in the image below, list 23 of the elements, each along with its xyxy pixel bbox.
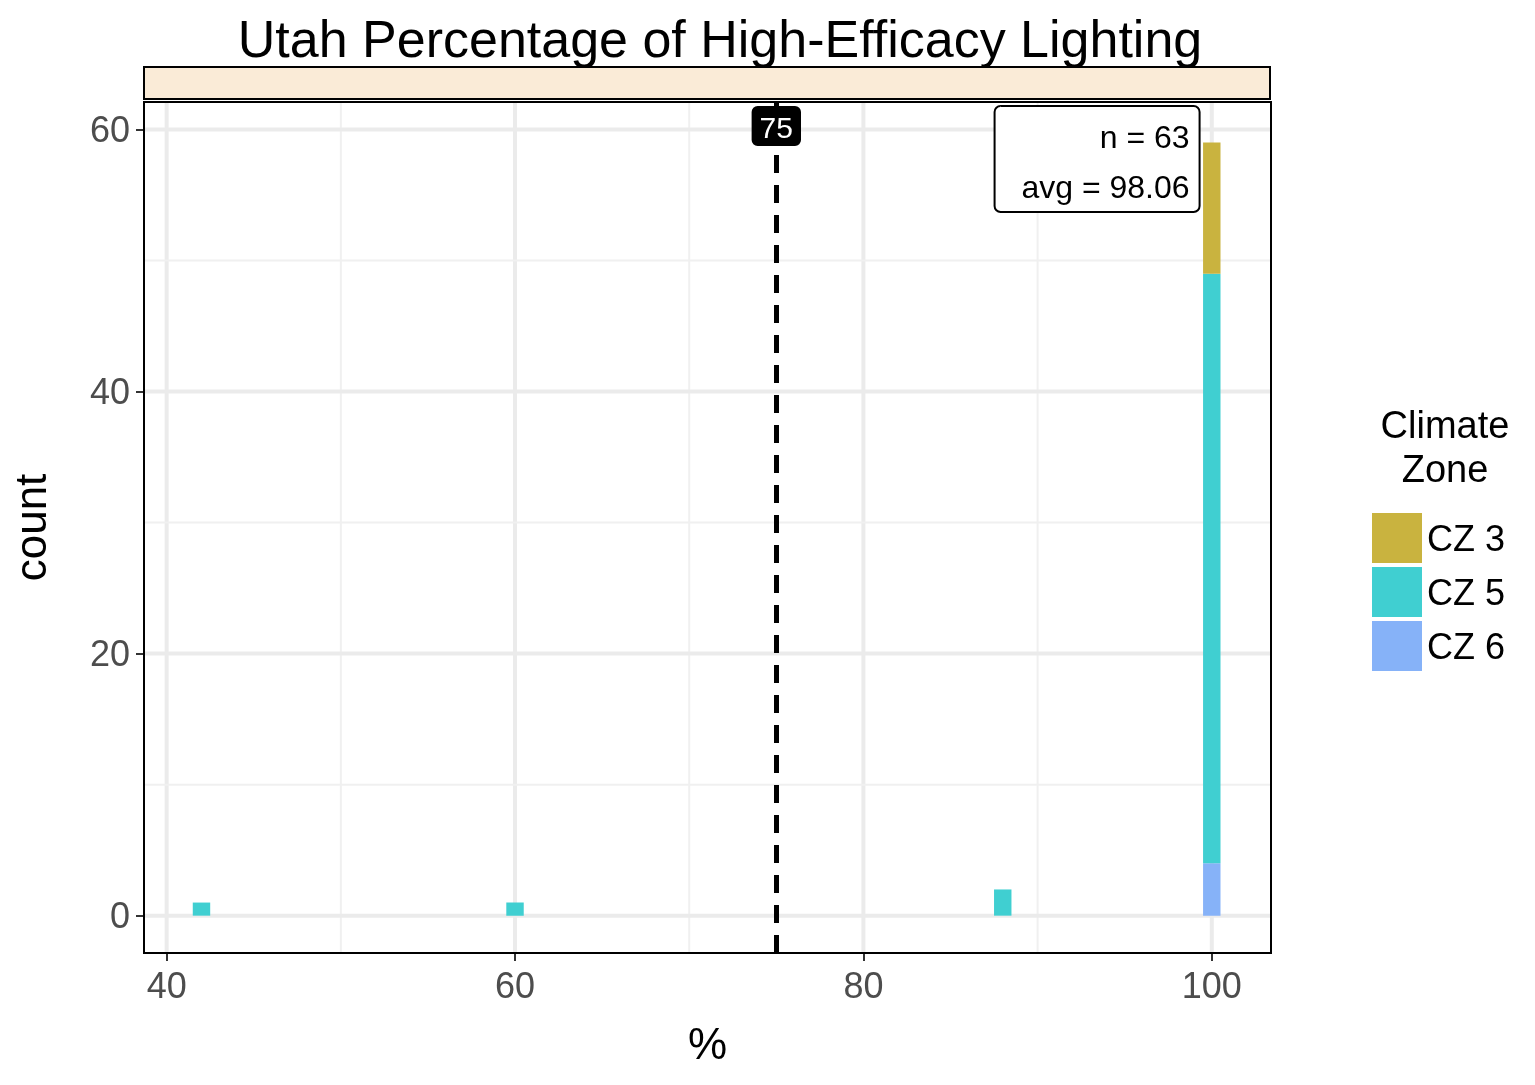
bar xyxy=(1203,142,1221,274)
annotation: n = 63 xyxy=(1099,119,1190,155)
legend-label: CZ 5 xyxy=(1427,571,1506,613)
bar xyxy=(192,902,211,916)
y-tick-label: 40 xyxy=(89,371,130,413)
x-tick-label: 100 xyxy=(1181,964,1242,1006)
y-axis-title: count xyxy=(5,473,55,582)
x-tick-label: 80 xyxy=(843,964,884,1006)
y-tick-label: 0 xyxy=(109,895,130,937)
legend-label: CZ 6 xyxy=(1427,625,1506,667)
annotation: avg = 98.06 xyxy=(1021,169,1190,205)
bar xyxy=(1203,863,1221,916)
legend-label: CZ 3 xyxy=(1427,517,1506,559)
bar xyxy=(994,889,1012,916)
y-tick-label: 20 xyxy=(89,633,130,675)
x-tick-label: 40 xyxy=(146,964,187,1006)
x-axis-title: % xyxy=(687,1018,728,1068)
ref-line-label: 75 xyxy=(759,110,793,144)
x-tick-label: 60 xyxy=(495,964,536,1006)
bar xyxy=(506,902,524,916)
legend-title: Climate Zone xyxy=(1380,404,1510,490)
chart-title: Utah Percentage of High-Efficacy Lighting xyxy=(237,10,1203,68)
y-tick-label: 60 xyxy=(89,109,130,151)
